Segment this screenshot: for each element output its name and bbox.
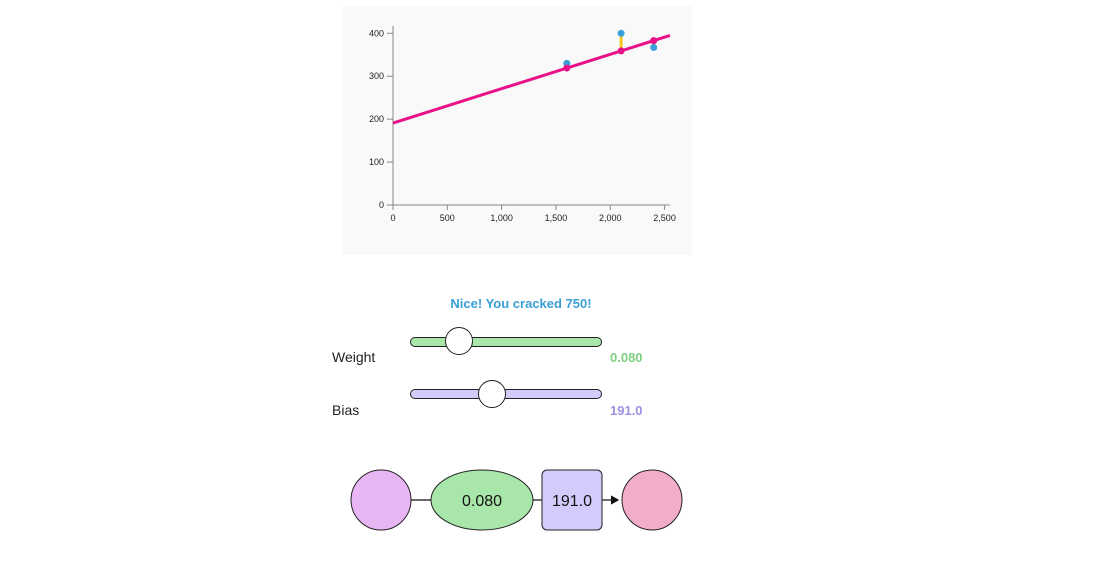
prediction-point (650, 37, 658, 45)
scatter-chart: 0 500 1,000 1,500 2,000 2,500 0 100 200 300 400 (369, 26, 676, 223)
bias-node-text: 191.0 (552, 493, 592, 510)
x-tick-label: 2,500 (653, 213, 676, 223)
bias-value: 191.0 (610, 403, 643, 418)
prediction-point (617, 47, 625, 55)
data-point (650, 43, 658, 51)
weight-node-text: 0.080 (462, 493, 502, 510)
y-tick-label: 0 (379, 200, 384, 210)
status-message: Nice! You cracked 750! (450, 296, 592, 311)
output-node (621, 469, 683, 531)
input-node (350, 469, 412, 531)
x-tick-label: 2,000 (599, 213, 622, 223)
weight-slider-track[interactable] (410, 337, 602, 347)
x-tick-label: 500 (440, 213, 455, 223)
bias-slider-thumb[interactable] (477, 380, 506, 408)
bias-slider-track[interactable] (410, 389, 602, 399)
data-point (617, 29, 625, 37)
weight-node (430, 469, 534, 531)
chart-panel: 0 500 1,000 1,500 2,000 2,500 0 100 200 300 400 (342, 6, 692, 255)
model-flow-diagram: 0.080 191.0 (350, 469, 683, 531)
regression-line (392, 34, 671, 125)
prediction-point (563, 64, 571, 72)
y-tick-label: 100 (369, 157, 384, 167)
bias-label: Bias (332, 402, 360, 418)
y-tick-label: 400 (369, 28, 384, 38)
x-tick-label: 0 (390, 213, 395, 223)
y-tick-label: 200 (369, 114, 384, 124)
weight-value: 0.080 (610, 350, 643, 365)
weight-slider-thumb[interactable] (444, 327, 473, 355)
bias-node (541, 469, 603, 531)
x-tick-label: 1,000 (490, 213, 513, 223)
y-tick-label: 300 (369, 71, 384, 81)
weight-label: Weight (332, 349, 376, 365)
x-tick-label: 1,500 (545, 213, 568, 223)
